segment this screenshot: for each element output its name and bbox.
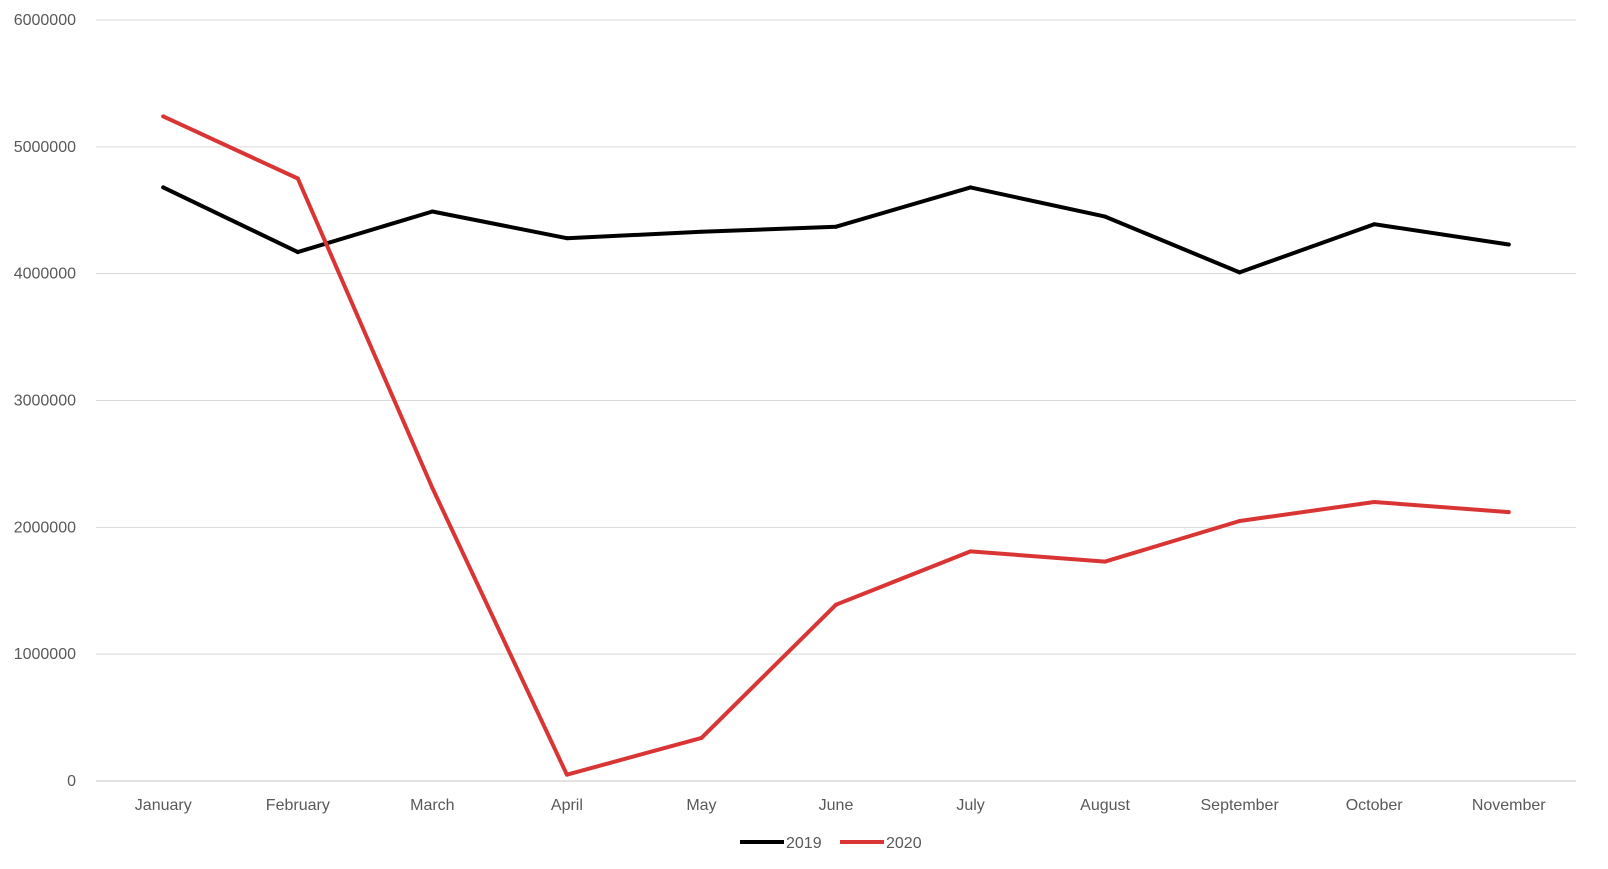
data-point-2020: [834, 602, 838, 607]
data-point-2019: [1506, 242, 1511, 247]
data-point-2020: [1237, 518, 1242, 523]
y-tick-label: 2000000: [14, 519, 76, 536]
data-point-2020: [295, 176, 300, 181]
y-tick-label: 1000000: [14, 646, 76, 663]
series-lines: [161, 114, 1511, 777]
legend-label-2019: 2019: [786, 835, 822, 852]
y-tick-label: 6000000: [14, 12, 76, 29]
data-point-2019: [699, 229, 704, 234]
x-tick-label: February: [266, 797, 330, 814]
data-point-2020: [564, 772, 569, 777]
x-tick-label: November: [1472, 797, 1546, 814]
data-point-2019: [430, 209, 435, 214]
x-tick-label: October: [1346, 797, 1404, 814]
data-point-2019: [1372, 222, 1377, 227]
x-tick-label: April: [551, 797, 583, 814]
data-point-2019: [161, 185, 166, 190]
x-axis: January February March April May June July Augu…: [135, 797, 1546, 814]
x-tick-label: August: [1080, 797, 1130, 814]
data-point-2020: [699, 735, 704, 740]
data-point-2019: [1103, 214, 1108, 219]
data-point-2019: [1237, 270, 1242, 275]
data-point-2020: [430, 486, 435, 491]
legend-label-2020: 2020: [886, 835, 922, 852]
series-line-2019: [161, 185, 1511, 275]
series-line-2020: [161, 114, 1511, 777]
x-tick-label: March: [410, 797, 454, 814]
data-point-2019: [295, 250, 300, 255]
x-tick-label: July: [956, 797, 984, 814]
data-point-2019: [564, 236, 569, 241]
y-tick-label: 5000000: [14, 139, 76, 156]
data-point-2020: [1506, 510, 1511, 515]
y-tick-label: 0: [67, 773, 76, 790]
gridlines: [96, 19, 1576, 782]
data-point-2020: [968, 549, 973, 554]
x-tick-label: September: [1201, 797, 1280, 814]
y-tick-label: 3000000: [14, 393, 76, 410]
data-point-2020: [161, 114, 166, 119]
y-axis: 0 1000000 2000000 3000000 4000000 5000000 6000…: [14, 12, 76, 790]
x-tick-label: January: [135, 797, 192, 814]
legend: 2019 2020: [740, 835, 922, 852]
data-point-2019: [834, 224, 838, 229]
y-tick-label: 4000000: [14, 266, 76, 283]
data-point-2020: [1103, 559, 1108, 564]
x-tick-label: June: [819, 797, 854, 814]
data-point-2019: [968, 185, 973, 190]
x-tick-label: May: [686, 797, 716, 814]
data-point-2020: [1372, 499, 1377, 504]
